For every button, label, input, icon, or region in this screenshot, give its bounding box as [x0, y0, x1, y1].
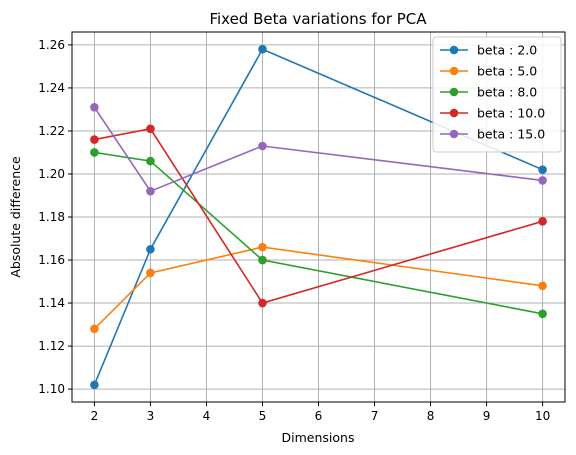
data-point — [538, 309, 547, 319]
legend-label: beta : 15.0 — [477, 127, 545, 142]
legend-label: beta : 2.0 — [477, 43, 537, 58]
data-point — [258, 242, 267, 252]
data-point — [258, 44, 267, 54]
x-tick-label: 8 — [427, 409, 435, 423]
series-line — [93, 246, 543, 330]
data-point — [90, 148, 99, 157]
grid-lines — [72, 32, 565, 402]
y-tick-label: 1.12 — [38, 339, 65, 353]
data-point — [146, 186, 155, 196]
x-tick-label: 10 — [535, 409, 550, 423]
y-tick-label: 1.24 — [38, 81, 65, 95]
series-group — [90, 44, 547, 390]
x-tick-label: 9 — [483, 409, 491, 423]
y-tick-label: 1.22 — [38, 124, 65, 138]
series-group — [90, 148, 547, 319]
y-tick-label: 1.14 — [38, 296, 65, 310]
series-lines — [90, 44, 547, 390]
data-point — [146, 244, 155, 254]
chart-title: Fixed Beta variations for PCA — [209, 10, 427, 28]
x-tick-label: 5 — [259, 409, 267, 423]
axis-ticks: 2 3 4 5 6 7 8 9 10 1.10 1.12 1.14 1.16 1.18 1.20 1.22 1.… — [38, 38, 550, 423]
x-tick-label: 3 — [147, 409, 155, 423]
x-tick-label: 7 — [371, 409, 379, 423]
data-point — [90, 102, 99, 112]
data-point — [146, 124, 155, 134]
x-tick-label: 6 — [315, 409, 323, 423]
series-group — [90, 242, 547, 334]
series-line — [93, 106, 543, 193]
data-point — [146, 268, 155, 278]
data-point — [90, 380, 99, 390]
data-point — [538, 281, 547, 291]
series-group — [90, 124, 547, 308]
y-tick-label: 1.16 — [38, 253, 65, 267]
legend-marker — [449, 87, 459, 97]
series-line — [94, 127, 543, 304]
data-point — [258, 255, 267, 265]
legend-label: beta : 10.0 — [477, 106, 545, 121]
legend-frame — [432, 36, 562, 153]
data-point — [538, 217, 547, 226]
series-line — [94, 151, 543, 315]
y-axis-label: Absolute difference — [8, 156, 23, 278]
x-tick-label: 4 — [203, 409, 211, 423]
y-tick-label: 1.10 — [38, 382, 65, 396]
series-group — [90, 102, 547, 196]
data-point — [90, 324, 99, 334]
y-tick-label: 1.20 — [38, 167, 65, 181]
data-point — [258, 141, 267, 151]
legend-marker — [449, 108, 459, 118]
legend: beta : 2.0 beta : 5.0 beta : 8.0 beta : 10.… — [432, 36, 562, 153]
data-point — [90, 135, 99, 144]
plot-area-frame — [71, 31, 566, 403]
legend-marker — [449, 66, 459, 76]
legend-label: beta : 8.0 — [477, 85, 537, 100]
data-point — [258, 298, 267, 308]
x-axis-label: Dimensions — [282, 430, 355, 445]
data-point — [538, 176, 547, 185]
legend-marker — [449, 129, 459, 139]
data-point — [538, 165, 547, 174]
y-tick-label: 1.18 — [38, 210, 65, 224]
y-tick-label: 1.26 — [38, 38, 65, 52]
data-point — [146, 156, 155, 166]
x-tick-label: 2 — [91, 409, 99, 423]
legend-label: beta : 5.0 — [477, 64, 537, 79]
series-line — [93, 48, 543, 386]
legend-marker — [449, 45, 459, 55]
